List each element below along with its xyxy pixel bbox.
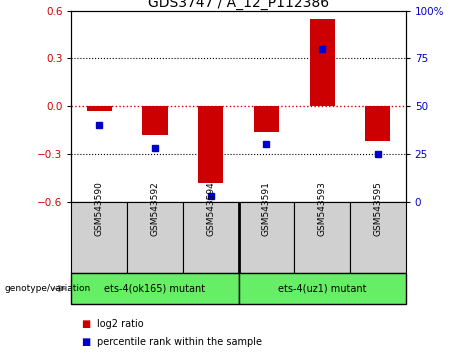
Bar [127, 202, 183, 273]
Text: GSM543591: GSM543591 [262, 181, 271, 236]
Bar [71, 202, 127, 273]
Text: ets-4(uz1) mutant: ets-4(uz1) mutant [278, 284, 366, 293]
Text: GSM543590: GSM543590 [95, 181, 104, 236]
Text: GSM543594: GSM543594 [206, 181, 215, 236]
Text: genotype/variation: genotype/variation [5, 284, 91, 293]
Bar [71, 273, 239, 304]
Bar [310, 18, 335, 106]
Text: percentile rank within the sample: percentile rank within the sample [97, 337, 262, 347]
Bar [254, 106, 279, 132]
Bar [87, 106, 112, 111]
Bar [238, 273, 406, 304]
Bar [142, 106, 167, 135]
Bar [365, 106, 390, 141]
Bar [238, 202, 294, 273]
Text: GSM543595: GSM543595 [373, 181, 382, 236]
Text: GSM543593: GSM543593 [318, 181, 327, 236]
Text: ets-4(ok165) mutant: ets-4(ok165) mutant [105, 284, 206, 293]
Text: GSM543592: GSM543592 [150, 181, 160, 236]
Text: log2 ratio: log2 ratio [97, 319, 143, 329]
Bar [183, 202, 238, 273]
Bar [294, 202, 350, 273]
Text: ■: ■ [81, 319, 90, 329]
Title: GDS3747 / A_12_P112386: GDS3747 / A_12_P112386 [148, 0, 329, 10]
Bar [350, 202, 406, 273]
Text: ■: ■ [81, 337, 90, 347]
Bar [198, 106, 223, 183]
